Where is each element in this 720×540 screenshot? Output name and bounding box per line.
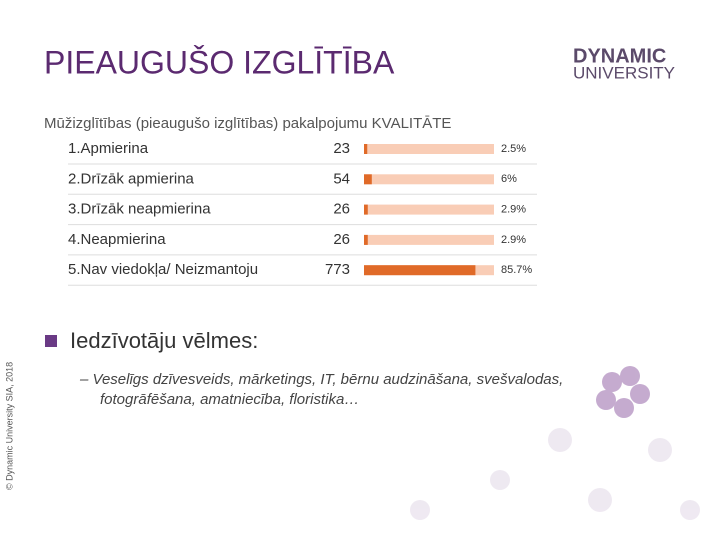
table-title: Mūžizglītības (pieaugušo izglītības) pak… xyxy=(44,115,451,132)
row-count: 26 xyxy=(333,231,350,248)
row-label: 5.Nav viedokļa/ Neizmantoju xyxy=(68,261,258,278)
row-label: 1.Apmierina xyxy=(68,140,149,157)
row-label: 3.Drīzāk neapmierina xyxy=(68,201,211,218)
bar xyxy=(364,144,368,154)
bar xyxy=(364,204,368,215)
row-count: 54 xyxy=(333,170,350,187)
slide-title: PIEAUGUŠO IZGLĪTĪBA xyxy=(44,44,395,80)
bar-track xyxy=(364,204,494,215)
row-label: 4.Neapmierina xyxy=(68,231,166,248)
bullet-heading: Iedzīvotāju vēlmes: xyxy=(70,328,258,353)
row-share: 2.5% xyxy=(501,143,526,155)
bar xyxy=(364,234,368,245)
row-share: 6% xyxy=(501,173,517,185)
decoration xyxy=(596,366,650,418)
bar-track xyxy=(364,234,494,245)
bullet-icon xyxy=(45,335,57,347)
row-count: 23 xyxy=(333,140,350,157)
logo: DYNAMIC xyxy=(573,45,666,67)
table: 1.Apmierina 23 2.5% 2.Drīzāk apmierina 54 6% 3… xyxy=(68,140,537,286)
bullet-item: fotogrāfēšana, amatniecība, floristika… xyxy=(100,391,359,408)
bar-track xyxy=(364,174,494,185)
row-share: 85.7% xyxy=(501,264,532,276)
bar-track xyxy=(364,144,494,154)
bullet-item: – Veselīgs dzīvesveids, mārketings, IT, … xyxy=(79,371,563,388)
copyright: © Dynamic University SIA, 2018 xyxy=(4,362,14,490)
row-share: 2.9% xyxy=(501,234,526,246)
row-share: 2.9% xyxy=(501,204,526,216)
row-count: 26 xyxy=(333,201,350,218)
bar xyxy=(364,174,372,185)
row-count: 773 xyxy=(325,261,350,278)
row-label: 2.Drīzāk apmierina xyxy=(68,170,195,187)
logo: UNIVERSITY xyxy=(573,63,675,82)
bar xyxy=(364,265,476,276)
decoration xyxy=(410,428,700,520)
